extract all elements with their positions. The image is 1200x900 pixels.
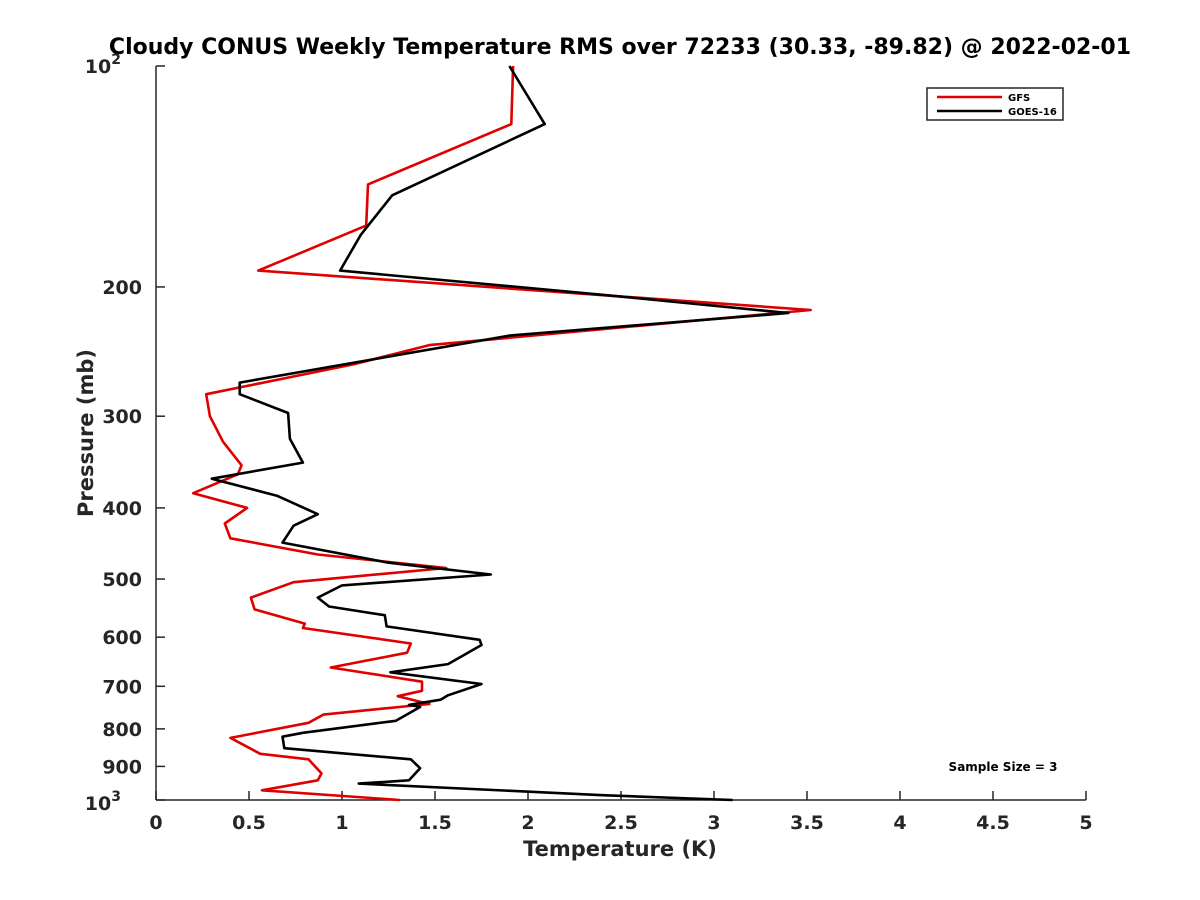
x-tick-label: 3.5: [790, 812, 824, 834]
series-layer: [191, 65, 813, 802]
y-tick-label: 900: [102, 756, 142, 778]
legend-box: [926, 87, 1064, 121]
y-tick-label: 600: [102, 627, 142, 649]
y-tick-base: 10: [85, 793, 111, 815]
x-tick-label: 1: [335, 812, 348, 834]
x-axis-label: Temperature (K): [523, 837, 717, 861]
y-tick-exponent: 3: [111, 789, 121, 805]
sample-size-annotation: Sample Size = 3: [949, 760, 1058, 774]
y-tick-exponent: 2: [111, 52, 121, 68]
series-line-gfs: [191, 65, 813, 802]
x-tick-label: 4.5: [976, 812, 1010, 834]
x-tick-label: 2.5: [604, 812, 638, 834]
y-tick-label: 200: [102, 277, 142, 299]
y-tick-base: 10: [85, 56, 111, 78]
y-tick-label: 700: [102, 676, 142, 698]
x-tick-label: 2: [521, 812, 534, 834]
legend-label-gfs: GFS: [1008, 93, 1030, 104]
y-tick-label: 800: [102, 719, 142, 741]
legend-label-goes-16: GOES-16: [1008, 107, 1057, 118]
axes: 0 0.5 1 1.5 2 2.5 3 3.5 4 4.5 51022003004005006007…: [85, 52, 1093, 834]
x-tick-label: 0: [149, 812, 162, 834]
x-tick-label: 1.5: [418, 812, 452, 834]
series-line-goes-16: [210, 65, 790, 802]
x-tick-label: 3: [707, 812, 720, 834]
y-tick-label: 500: [102, 569, 142, 591]
x-tick-label: 0.5: [232, 812, 266, 834]
y-tick-label: 300: [102, 406, 142, 428]
y-axis-label: Pressure (mb): [74, 349, 98, 517]
y-tick-label-power: 102: [85, 52, 121, 78]
chart-title: Cloudy CONUS Weekly Temperature RMS over…: [109, 35, 1131, 60]
x-tick-label: 4: [893, 812, 906, 834]
y-tick-label-power: 103: [85, 789, 121, 815]
legend: GFS GOES-16: [926, 87, 1064, 121]
y-tick-label: 400: [102, 498, 142, 520]
x-tick-label: 5: [1079, 812, 1092, 834]
